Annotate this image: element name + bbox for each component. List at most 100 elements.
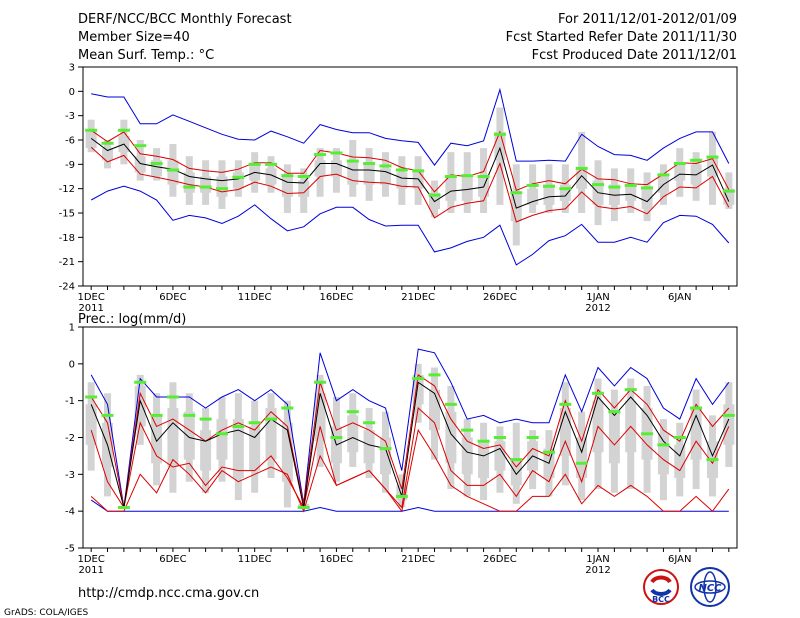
observation-marker [232, 175, 245, 179]
observation-marker [101, 413, 114, 417]
series-line-min [90, 499, 729, 512]
observation-marker [363, 162, 376, 166]
iqr-box [314, 393, 326, 442]
iqr-box [232, 419, 244, 479]
observation-marker [395, 168, 408, 172]
series-line-lower2 [90, 428, 730, 513]
observation-marker [297, 175, 310, 178]
iqr-box [379, 168, 391, 185]
iqr-box [347, 160, 359, 185]
observation-marker [641, 432, 654, 436]
x-tick-label: 11DEC [238, 292, 272, 303]
observation-marker [444, 402, 457, 406]
plot-frame [82, 66, 738, 287]
series-line-lower [90, 146, 730, 223]
observation-marker [559, 402, 572, 406]
iqr-box [461, 437, 473, 475]
observation-marker [641, 186, 654, 190]
observation-marker [101, 141, 114, 145]
observation-marker [281, 174, 294, 178]
iqr-box [249, 426, 261, 471]
forecast-started-label: Fcst Started Refer Date 2011/11/30 [506, 30, 737, 45]
bcc-logo: BCC [643, 569, 679, 605]
x-tick-year-label: 2012 [585, 565, 610, 576]
observation-marker [722, 189, 735, 193]
observation-marker [428, 193, 441, 197]
observation-marker [117, 505, 130, 509]
observation-marker [690, 158, 703, 162]
iqr-box [723, 404, 735, 445]
observation-marker [281, 406, 294, 410]
observation-marker [297, 505, 310, 509]
iqr-box [412, 374, 424, 405]
y-tick-label: -6 [65, 136, 75, 147]
observation-marker [330, 151, 343, 155]
y-tick-label: -5 [65, 544, 75, 555]
x-tick-label: 1JAN [586, 554, 609, 565]
y-tick-label: -4 [65, 507, 75, 518]
iqr-box [216, 419, 228, 460]
series-line-mean [90, 381, 730, 508]
observation-marker [706, 458, 719, 462]
observation-marker [248, 162, 261, 166]
iqr-box [559, 184, 571, 201]
x-tick-label: 6DEC [159, 554, 186, 565]
x-tick-label: 1JAN [586, 292, 609, 303]
x-tick-year-label: 2011 [78, 303, 103, 314]
series-line-min [90, 185, 730, 266]
iqr-box [641, 188, 653, 209]
observation-marker [673, 162, 686, 166]
iqr-box [576, 437, 588, 479]
observation-marker [248, 421, 261, 425]
observation-marker [608, 410, 621, 414]
observation-marker [575, 166, 588, 170]
iqr-box [151, 160, 163, 177]
iqr-box [363, 430, 375, 464]
iqr-box [347, 415, 359, 453]
iqr-box [265, 408, 277, 460]
observation-marker [624, 388, 637, 392]
iqr-box [429, 389, 441, 431]
iqr-box [314, 160, 326, 177]
iqr-box [608, 411, 620, 464]
observation-marker [199, 185, 212, 189]
iqr-box [330, 160, 342, 177]
observation-marker [575, 461, 588, 465]
observation-marker [412, 377, 425, 381]
observation-marker [510, 191, 523, 195]
x-tick-label: 1DEC [77, 554, 104, 565]
observation-marker [477, 439, 490, 443]
y-tick-label: -21 [59, 257, 75, 268]
observation-marker [706, 155, 719, 159]
iqr-box [543, 184, 555, 205]
y-tick-label: -12 [59, 184, 75, 195]
observation-marker [166, 395, 179, 399]
x-tick-year-label: 2011 [78, 565, 103, 576]
iqr-box [461, 176, 473, 201]
observation-marker [477, 175, 490, 178]
x-tick-label: 21DEC [401, 554, 435, 565]
iqr-box [298, 180, 310, 197]
iqr-box [625, 184, 637, 201]
range-box [529, 164, 537, 213]
x-tick-label: 1DEC [77, 292, 104, 303]
series-line-upper [90, 374, 730, 508]
source-url[interactable]: http://cmdp.ncc.cma.gov.cn [78, 586, 259, 601]
y-tick-label: 1 [69, 323, 75, 334]
iqr-box [151, 415, 163, 464]
ncc-logo-text: NCC [698, 583, 722, 594]
observation-marker [526, 183, 539, 187]
forecast-produced-label: Fcst Produced Date 2011/12/01 [532, 48, 737, 63]
observation-marker [542, 184, 555, 188]
observation-marker [461, 428, 474, 432]
observation-marker [150, 413, 163, 417]
iqr-box [167, 408, 179, 467]
observation-marker [493, 132, 506, 136]
observation-marker [657, 173, 670, 177]
iqr-box [134, 156, 146, 173]
observation-marker [265, 417, 278, 421]
iqr-box [494, 441, 506, 471]
iqr-box [445, 176, 457, 201]
